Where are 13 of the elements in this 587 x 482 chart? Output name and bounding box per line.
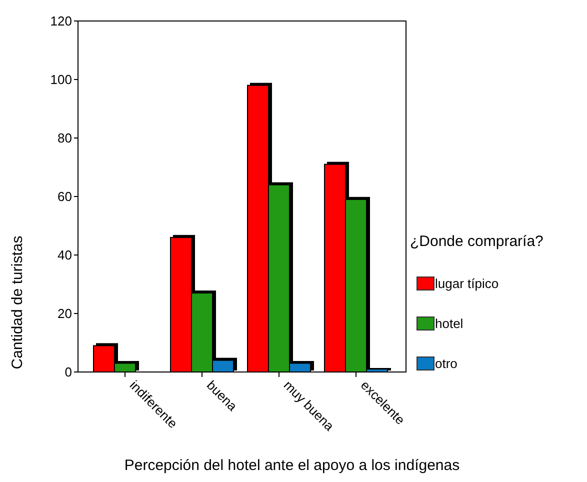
legend-title: ¿Donde compraría? [410, 233, 544, 250]
y-axis-title: Cantidad de turistas [9, 236, 26, 370]
legend-label: otro [435, 356, 458, 371]
legend-label: lugar típico [435, 276, 499, 291]
y-tick-label: 100 [50, 72, 72, 88]
y-tick-label: 40 [58, 248, 72, 263]
x-axis-title: Percepción del hotel ante el apoyo a los indígenas [124, 457, 460, 474]
y-tick-label: 0 [64, 364, 72, 380]
y-tick-label: 60 [58, 189, 72, 204]
y-tick-label: 20 [58, 306, 72, 322]
y-tick-label: 80 [58, 130, 72, 146]
legend-label: hotel [435, 316, 464, 331]
y-tick-label: 120 [50, 14, 72, 29]
